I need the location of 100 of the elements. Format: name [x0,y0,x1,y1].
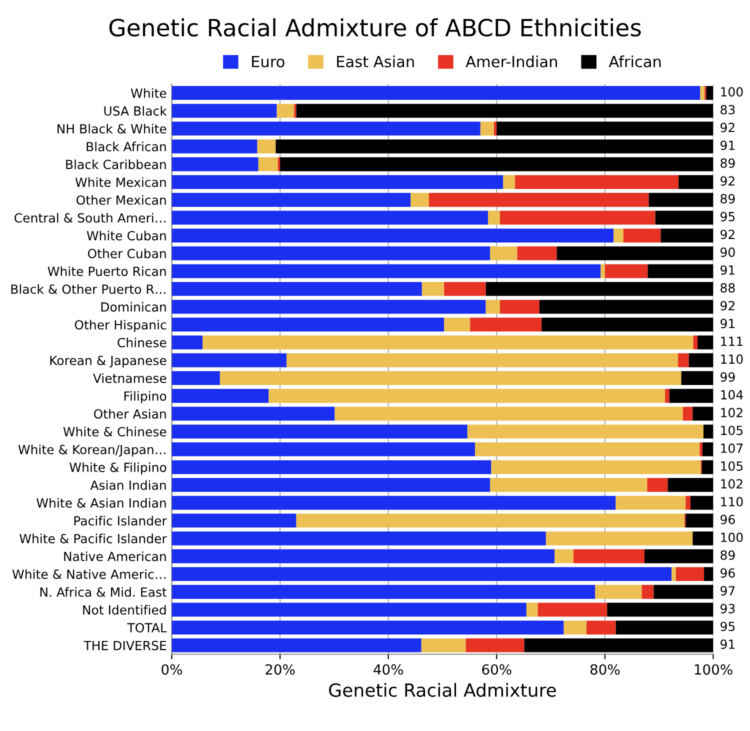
bar [604,264,648,278]
y-tick-label: White Mexican [75,177,166,187]
bar [172,300,486,314]
text: 96 [720,568,735,578]
bar [660,228,714,242]
bar [480,122,494,136]
y-tick-label: White & Chinese [63,426,166,436]
text: 105 [721,426,743,436]
bar [172,353,287,368]
bar [700,442,702,456]
bar [692,406,714,421]
bar [172,264,601,278]
legend-label: East Asian [337,56,414,68]
bar [444,318,470,332]
bar [268,388,666,403]
legend-label: Euro [252,56,284,68]
text: 100 [721,87,743,97]
y-tick-label: THE DIVERSE [84,640,166,650]
x-tick-label: 0% [162,664,182,675]
bar [503,175,516,190]
bar [202,335,694,350]
bar [278,157,280,172]
text: 95 [720,212,735,222]
text: 97 [720,586,735,596]
y-tick-label: USA Black [104,106,167,116]
bar [654,584,714,599]
y-tick-label: Other Asian [94,408,166,419]
bar [172,371,220,386]
bar [648,264,714,278]
text: 91 [720,265,734,275]
bar [172,246,490,260]
bar [172,139,258,154]
bar [678,175,714,190]
y-tick-label: White [130,88,166,98]
bar [296,514,685,528]
bar [490,246,518,260]
bar [700,86,705,100]
text: 92 [720,230,734,240]
chart-title: Genetic Racial Admixture of ABCD Ethnicities [109,18,641,37]
bar [616,496,686,510]
bar [648,192,714,207]
text: 95 [720,622,735,632]
bar [517,246,557,260]
bar [334,406,683,421]
bar [172,620,564,634]
bar [276,104,294,118]
bar [496,122,714,136]
bar [172,478,490,492]
bar [669,388,714,403]
bar [172,602,526,617]
bar [467,424,704,438]
text: 92 [720,176,734,186]
bar [698,335,714,350]
bar [410,192,429,207]
text: 90 [720,248,735,257]
y-tick-label: Korean & Japanese [50,356,166,368]
bar [296,104,714,118]
bar [644,549,714,564]
text: 93 [720,604,735,614]
bar [524,638,714,652]
text: 89 [720,194,735,204]
bar [500,300,540,314]
bar [682,406,693,421]
bar [172,104,277,118]
bar [422,282,444,296]
bar [616,620,714,634]
legend-label: Amer-Indian [466,56,557,68]
y-tick-label: Pacific Islander [74,516,167,526]
bar [421,638,466,652]
x-axis-title: Genetic Racial Admixture [329,682,556,697]
y-tick-label: White & Korean/Japan… [18,444,166,457]
x-tick-label: 40% [374,664,404,675]
bar [678,353,689,368]
bar [486,300,500,314]
text: 102 [721,408,742,418]
bar [668,478,714,492]
text: 91 [720,140,734,150]
bar [600,264,605,278]
bar [676,567,704,582]
y-tick-label: N. Africa & Mid. East [40,587,167,597]
y-tick-label: Black African [86,142,166,152]
bar [693,335,698,350]
bar [172,584,596,599]
y-tick-label: Black & Other Puerto R… [11,284,166,294]
bar [172,424,468,438]
text: 83 [720,104,735,114]
bar [526,602,538,617]
y-tick-label: TOTAL [127,622,167,632]
bar [623,228,661,242]
bar [286,353,678,368]
bar [276,139,714,154]
x-tick-label: 60% [482,664,512,675]
bar [686,496,691,510]
y-tick-label: White & Native Americ… [12,569,166,579]
bar [258,157,278,172]
bar [172,442,475,456]
bar [466,638,524,652]
bar [642,584,654,599]
bar [172,122,480,136]
y-tick-label: Other Mexican [76,195,166,205]
